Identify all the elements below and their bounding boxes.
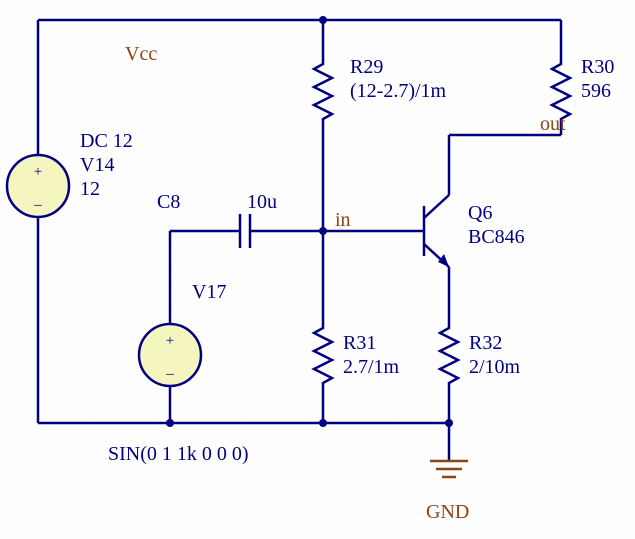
circuit-schematic: + _ + _ Vcc: [0, 0, 635, 539]
r31-ref: R31: [343, 332, 376, 354]
net-label-out: out: [540, 113, 566, 135]
r31-value: 2.7/1m: [343, 356, 400, 378]
r32-ref: R32: [469, 332, 502, 354]
net-label-vcc: Vcc: [125, 43, 157, 65]
voltage-source-v17: + _: [139, 324, 201, 386]
svg-text:+: +: [166, 333, 174, 349]
r30-ref: R30: [581, 56, 614, 78]
c8-ref: C8: [157, 191, 180, 213]
net-label-gnd: GND: [426, 501, 469, 523]
q6-model: BC846: [468, 226, 525, 248]
svg-text:_: _: [165, 361, 174, 377]
voltage-source-v14: + _: [7, 155, 69, 217]
v14-desc: DC 12: [80, 130, 133, 152]
net-label-in: in: [335, 209, 351, 231]
svg-text:_: _: [33, 192, 42, 208]
q6-ref: Q6: [468, 202, 492, 224]
sin-label: SIN(0 1 1k 0 0 0): [108, 443, 249, 465]
svg-text:+: +: [34, 164, 42, 180]
v14-ref: V14: [80, 154, 114, 176]
v17-ref: V17: [192, 281, 226, 303]
r32-value: 2/10m: [469, 356, 521, 378]
r29-ref: R29: [350, 56, 383, 78]
c8-value: 10u: [247, 191, 277, 213]
v14-value: 12: [80, 178, 100, 200]
r30-value: 596: [581, 80, 611, 102]
r29-value: (12-2.7)/1m: [350, 80, 447, 102]
grid-bg: [0, 0, 635, 539]
